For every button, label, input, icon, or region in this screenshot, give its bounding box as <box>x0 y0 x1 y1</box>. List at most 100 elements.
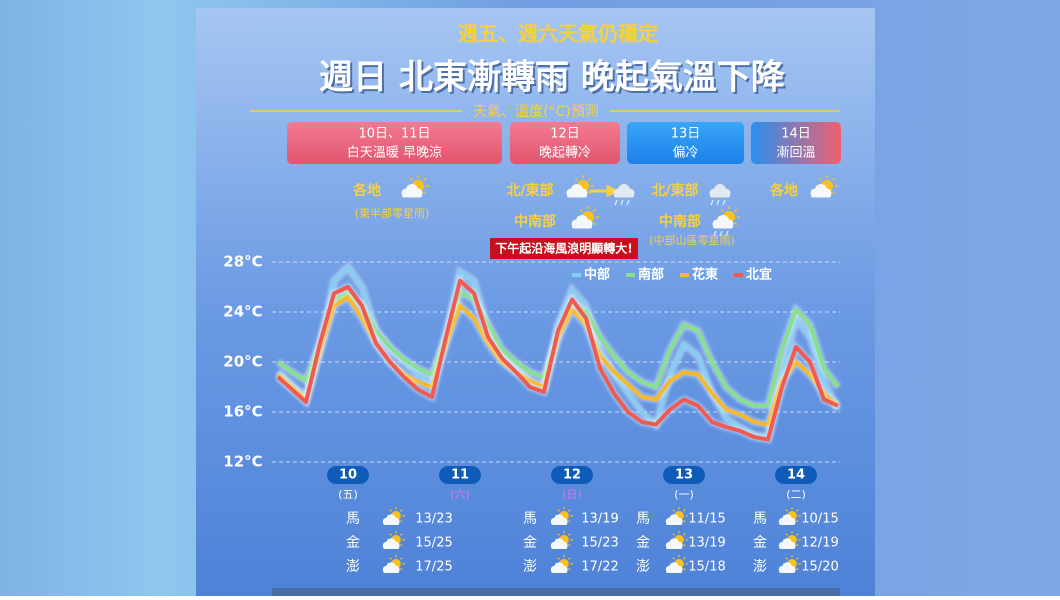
region-label: 各地 <box>769 182 798 199</box>
island-temp: 15/25 <box>415 536 452 551</box>
rain-drop <box>626 199 630 206</box>
island-name: 金 <box>346 535 360 551</box>
sun-ray <box>568 557 571 560</box>
island-name: 金 <box>523 535 537 551</box>
cloud <box>778 514 796 526</box>
y-tick-label: 12°C <box>223 453 262 471</box>
region-note: (東半部零星雨) <box>355 206 430 220</box>
sun-ray <box>423 177 427 181</box>
cloud <box>382 562 400 574</box>
day-pill <box>663 466 705 484</box>
rain-drop <box>614 199 618 206</box>
sun-ray <box>400 567 403 571</box>
y-tick-label: 16°C <box>223 403 262 421</box>
period-desc: 漸回溫 <box>776 146 815 161</box>
rain-drop <box>710 199 714 206</box>
sun-ray <box>400 557 403 560</box>
cloud <box>665 538 683 550</box>
sun-ray <box>389 533 392 536</box>
legend-label: 花東 <box>692 267 718 283</box>
sun-ray <box>683 567 686 571</box>
sun-ray <box>785 533 788 536</box>
cloud <box>712 215 734 229</box>
sun-ray <box>734 222 738 226</box>
weekday-label: (一) <box>674 488 694 501</box>
period-date: 12日 <box>550 127 580 142</box>
period-desc: 晚起轉冷 <box>539 146 591 161</box>
cloud <box>665 562 683 574</box>
sun-ray <box>568 567 571 571</box>
cloud <box>810 184 832 198</box>
legend-label: 中部 <box>584 267 610 283</box>
cloud <box>382 514 400 526</box>
cloud-part <box>383 545 400 549</box>
kicker: 週五、週六天氣仍穩定 <box>458 22 658 46</box>
day-pill <box>439 466 481 484</box>
cloud <box>613 184 635 198</box>
sun-ray <box>672 509 675 512</box>
sun-ray <box>796 509 799 512</box>
sun-ray <box>734 208 738 212</box>
cloud <box>709 184 731 198</box>
cloud-part <box>666 545 683 549</box>
region-label: 中南部 <box>514 213 556 230</box>
cloud-part <box>567 193 587 198</box>
sun-ray <box>593 222 597 226</box>
cloud <box>401 184 423 198</box>
cloud <box>550 514 568 526</box>
cloud <box>550 538 568 550</box>
sun-ray <box>568 509 571 512</box>
period-box <box>287 122 502 164</box>
title: 週日 北東漸轉雨 晚起氣溫下降 <box>319 58 786 98</box>
sun-ray <box>400 509 403 512</box>
island-temp: 11/15 <box>688 512 725 527</box>
sun-ray <box>785 557 788 560</box>
period-desc: 白天溫暖 早晚涼 <box>347 145 442 161</box>
subtitle: 天氣、溫度(°C)預測 <box>473 104 599 120</box>
island-temp: 17/22 <box>581 560 618 575</box>
sun-ray <box>588 177 592 181</box>
period-date: 13日 <box>671 127 701 142</box>
footer-bar <box>272 588 840 596</box>
sun-ray <box>557 557 560 560</box>
panel <box>196 8 875 596</box>
cloud <box>665 514 683 526</box>
period-box <box>627 122 744 164</box>
rain-drop <box>716 199 720 206</box>
cloud-part <box>551 569 568 573</box>
sun-ray <box>672 557 675 560</box>
island-name: 馬 <box>346 511 360 527</box>
island-name: 金 <box>636 535 650 551</box>
sun-ray <box>557 509 560 512</box>
sun-ray <box>832 177 836 181</box>
period-box <box>751 122 841 164</box>
sun-ray <box>796 533 799 536</box>
sun-ray <box>683 533 686 536</box>
day-pill <box>775 466 817 484</box>
sun-ray <box>683 509 686 512</box>
cloud <box>778 538 796 550</box>
region-label: 中南部 <box>659 213 701 230</box>
rain-drop <box>620 199 624 206</box>
sun-ray <box>672 533 675 536</box>
cloud <box>550 562 568 574</box>
sun-ray <box>796 567 799 571</box>
island-name: 澎 <box>523 559 537 575</box>
sun-ray <box>785 509 788 512</box>
sun-ray <box>423 191 427 195</box>
legend-label: 北宜 <box>746 267 772 283</box>
cloud-part <box>779 545 796 549</box>
island-temp: 10/15 <box>801 512 838 527</box>
cloud-part <box>666 569 683 573</box>
sun-ray <box>574 177 578 181</box>
sun-ray <box>568 543 571 547</box>
island-name: 馬 <box>753 511 767 527</box>
cloud-part <box>572 224 592 229</box>
period-desc: 偏冷 <box>672 146 698 161</box>
sun-ray <box>400 543 403 547</box>
sun-ray <box>593 208 597 212</box>
sun-ray <box>832 191 836 195</box>
island-temp: 15/18 <box>688 560 725 575</box>
sun-ray <box>683 557 686 560</box>
